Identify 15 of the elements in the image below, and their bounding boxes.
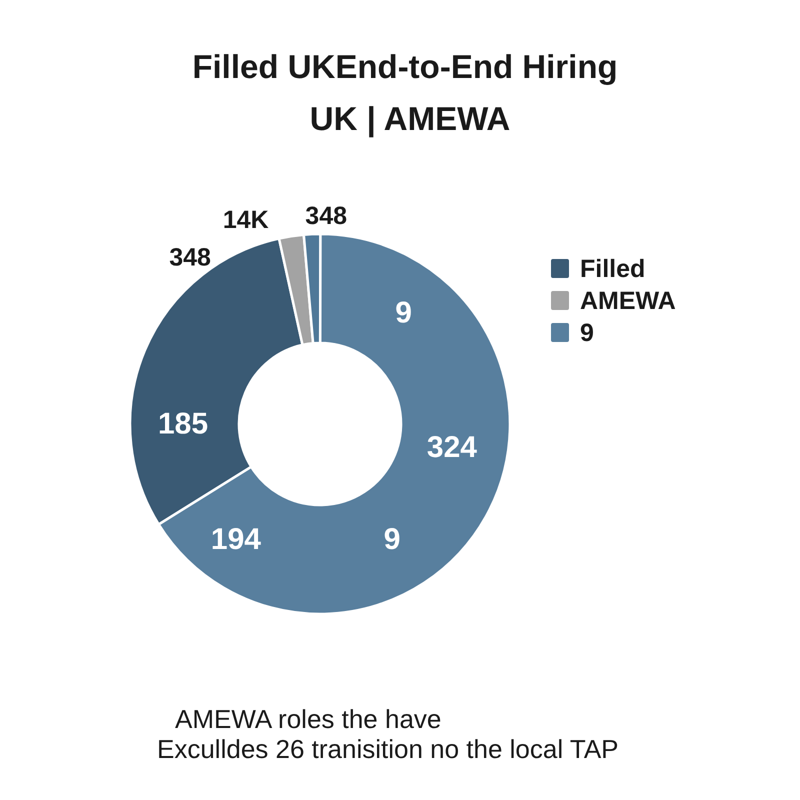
text: 185 xyxy=(158,408,208,440)
text: 14K xyxy=(222,206,269,234)
chart-subtitle: UK | AMEWA xyxy=(310,100,510,138)
chart-title: Filled UKEnd-to-End Hiring xyxy=(192,48,618,85)
text: 324 xyxy=(426,430,478,464)
legend-label: Filled xyxy=(580,255,646,283)
legend-label: AMEWA xyxy=(580,287,676,315)
slice-label: 9 xyxy=(384,522,400,556)
text: Exculldes 26 tranisition no the local TAP xyxy=(157,734,619,764)
slice-label: 9 xyxy=(395,296,412,330)
legend-label: 9 xyxy=(580,319,594,347)
text: 348 xyxy=(169,244,212,272)
text: 348 xyxy=(305,202,348,230)
text: AMEWA roles the have xyxy=(175,704,442,734)
text: 194 xyxy=(210,523,262,556)
